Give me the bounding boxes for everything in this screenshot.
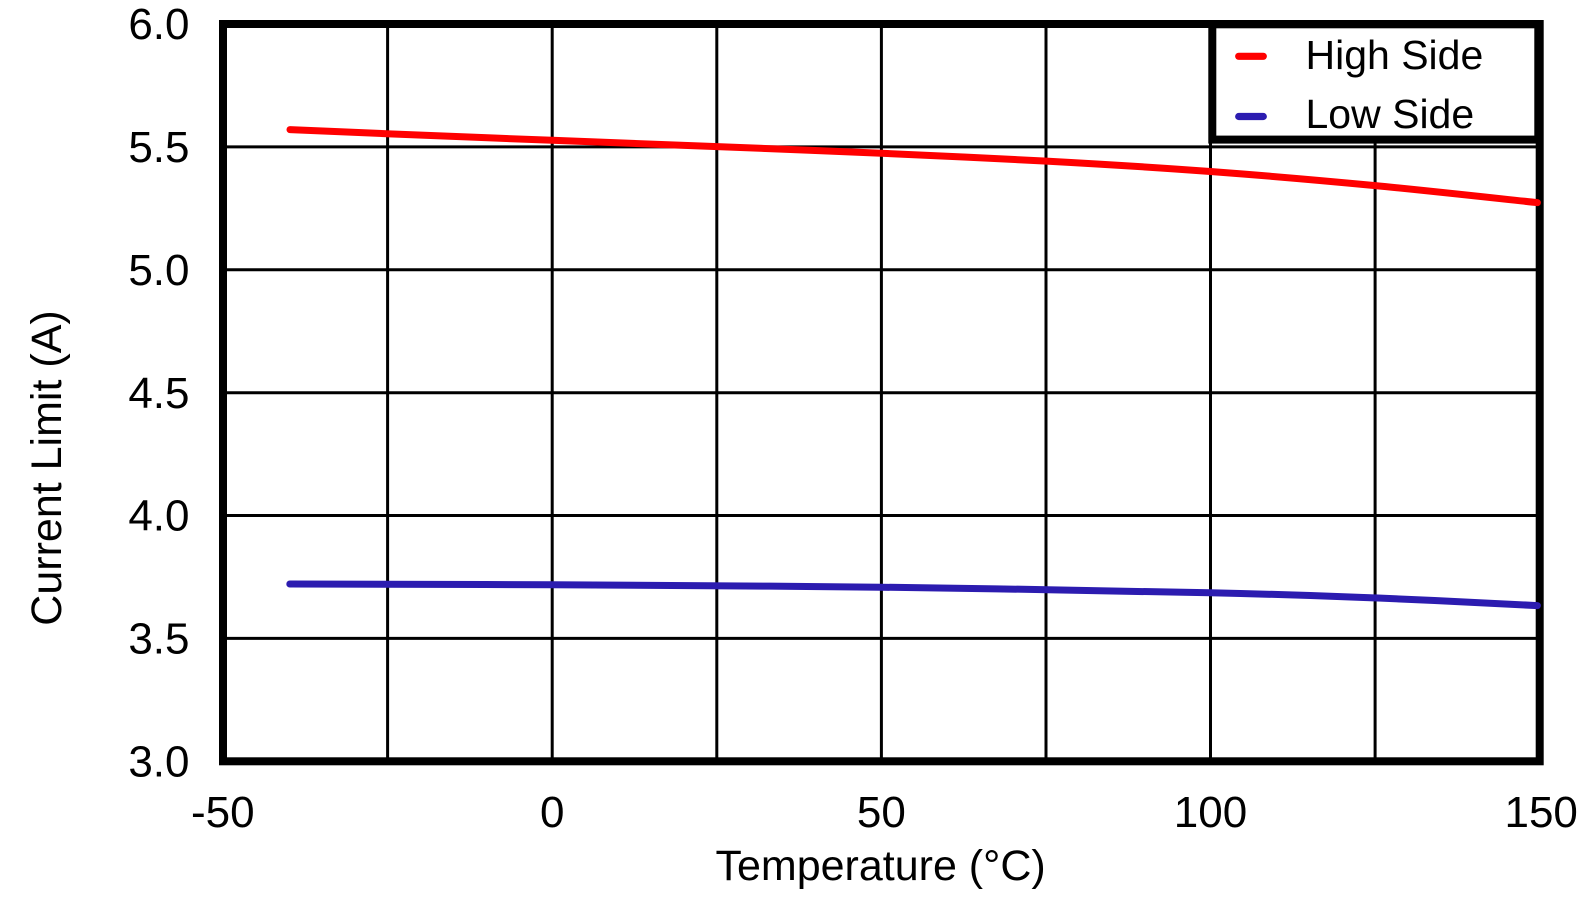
- svg-text:5.5: 5.5: [128, 123, 189, 172]
- svg-text:Current Limit (A): Current Limit (A): [23, 310, 71, 625]
- svg-text:50: 50: [857, 788, 906, 837]
- svg-text:6.0: 6.0: [128, 0, 189, 49]
- svg-text:100: 100: [1174, 788, 1247, 837]
- svg-text:4.5: 4.5: [128, 369, 189, 418]
- svg-text:Low Side: Low Side: [1306, 91, 1475, 137]
- svg-text:Temperature (°C): Temperature (°C): [715, 842, 1045, 890]
- svg-text:0: 0: [540, 788, 564, 837]
- svg-text:3.5: 3.5: [128, 615, 189, 664]
- svg-text:-50: -50: [191, 788, 255, 837]
- svg-text:5.0: 5.0: [128, 246, 189, 295]
- svg-text:150: 150: [1504, 788, 1577, 837]
- svg-text:4.0: 4.0: [128, 492, 189, 541]
- svg-text:High Side: High Side: [1306, 32, 1484, 78]
- svg-text:3.0: 3.0: [128, 738, 189, 787]
